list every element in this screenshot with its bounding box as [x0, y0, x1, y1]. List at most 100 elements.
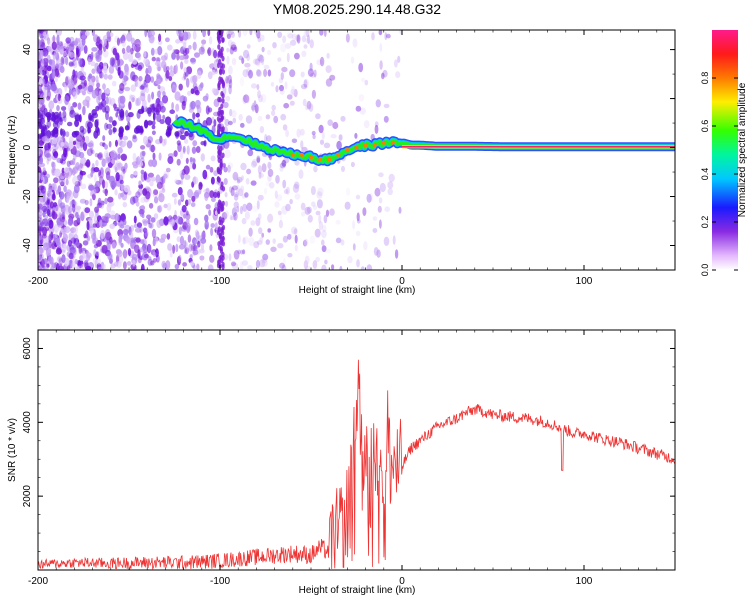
spectrogram-point — [84, 199, 89, 206]
spectrogram-point — [120, 242, 124, 248]
spectrogram-point — [378, 30, 383, 36]
spectrogram-point — [109, 223, 115, 229]
spectrogram-point — [147, 136, 154, 144]
spectrogram-point — [281, 66, 288, 73]
spectrogram-point — [267, 228, 272, 233]
spectrogram-point — [356, 212, 360, 222]
spectrogram-point — [146, 214, 152, 220]
spectrogram-point — [344, 201, 351, 210]
spectrogram-point — [74, 119, 80, 128]
x-tick-label: 0 — [399, 576, 405, 587]
spectrogram-point — [213, 119, 217, 127]
spectrogram-point — [327, 119, 334, 126]
spectrogram-point — [179, 170, 185, 179]
spectrogram-point — [144, 230, 149, 237]
spectrogram-column-point — [217, 84, 221, 91]
spectrogram-point — [192, 162, 197, 170]
spectrogram-point — [51, 193, 55, 200]
spectrogram-point — [94, 90, 99, 96]
spectrogram-point — [208, 209, 212, 216]
spectrogram-point — [64, 82, 68, 92]
spectrogram-point — [46, 95, 51, 101]
spectrogram-point — [38, 225, 41, 234]
spectrogram-point — [394, 59, 398, 68]
spectrogram-point — [382, 69, 388, 78]
spectrogram-point — [261, 257, 268, 264]
spectrogram-point — [205, 204, 211, 210]
spectrogram-column-point — [219, 145, 223, 152]
spectrogram-point — [291, 226, 298, 234]
spectrogram-point — [260, 93, 267, 103]
spectrogram-point — [255, 217, 261, 227]
spectrogram-point — [241, 217, 247, 225]
spectrogram-point — [184, 138, 189, 144]
spectrogram-point — [86, 148, 93, 156]
spectrogram-point — [211, 197, 216, 203]
spectrogram-point — [126, 114, 131, 123]
spectrogram-point — [96, 153, 103, 159]
spectrogram-point — [71, 261, 76, 270]
spectrogram-point — [126, 45, 131, 53]
spectrogram-point — [301, 35, 306, 43]
spectrogram-point — [151, 228, 157, 239]
spectrogram-point — [248, 236, 255, 247]
spectrogram-column-point — [221, 126, 225, 132]
spectrogram-point — [68, 61, 74, 67]
spectrogram-column-point — [221, 55, 225, 62]
spectrogram-point — [166, 66, 170, 72]
spectrogram-point — [112, 126, 116, 134]
colorbar-gradient — [712, 30, 738, 270]
spectrogram-point — [64, 93, 71, 102]
spectrogram-point — [201, 231, 206, 240]
spectrogram-point — [105, 156, 111, 164]
spectrogram-point — [355, 194, 361, 200]
spectrogram-point — [192, 264, 196, 270]
spectrogram-scatter — [38, 30, 403, 270]
spectrogram-point — [39, 91, 45, 97]
spectrogram-point — [167, 243, 173, 251]
spectrogram-point — [141, 105, 145, 114]
spectrogram-point — [54, 68, 60, 77]
spectrogram-column-point — [220, 103, 224, 109]
spectrogram-point — [210, 176, 215, 185]
spectrogram-point — [47, 190, 52, 197]
spectrogram-point — [188, 243, 194, 252]
spectrogram-point — [279, 84, 284, 92]
spectrogram-point — [302, 98, 307, 107]
spectrogram-point — [232, 171, 239, 181]
spectrogram-point — [185, 213, 191, 220]
spectrogram-point — [153, 189, 159, 196]
spectrogram-point — [117, 162, 123, 168]
spectrogram-point — [138, 226, 144, 233]
spectrogram-point — [96, 82, 101, 89]
spectrogram-point — [253, 100, 257, 108]
spectrogram-point — [267, 213, 274, 223]
spectrogram-point — [207, 30, 211, 37]
spectrogram-point — [104, 144, 108, 150]
spectrogram-point — [46, 152, 52, 162]
spectrogram-point — [319, 139, 325, 145]
spectrogram-point — [250, 180, 257, 186]
spectrogram-point — [257, 36, 262, 43]
spectrogram-point — [137, 188, 143, 196]
spectrogram-point — [149, 145, 156, 152]
spectrogram-point — [224, 78, 230, 87]
spectrogram-point — [289, 69, 296, 78]
y-tick-label: 0 — [22, 144, 33, 150]
spectrogram-point — [210, 223, 215, 228]
spectrogram-point — [108, 116, 113, 123]
spectrogram-point — [181, 205, 187, 213]
spectrogram-point — [316, 191, 323, 199]
spectrogram-point — [187, 91, 192, 96]
spectrogram-point — [319, 30, 324, 36]
spectrogram-point — [285, 129, 289, 138]
spectrogram-point — [63, 141, 69, 149]
spectrogram-point — [270, 81, 275, 87]
spectrogram-point — [124, 125, 130, 131]
spectrogram-point — [186, 145, 190, 155]
spectrogram-point — [51, 262, 57, 269]
spectrogram-point — [322, 224, 327, 232]
spectrogram-point — [61, 219, 68, 227]
spectrogram-point — [80, 211, 85, 222]
spectrogram-point — [97, 197, 102, 206]
